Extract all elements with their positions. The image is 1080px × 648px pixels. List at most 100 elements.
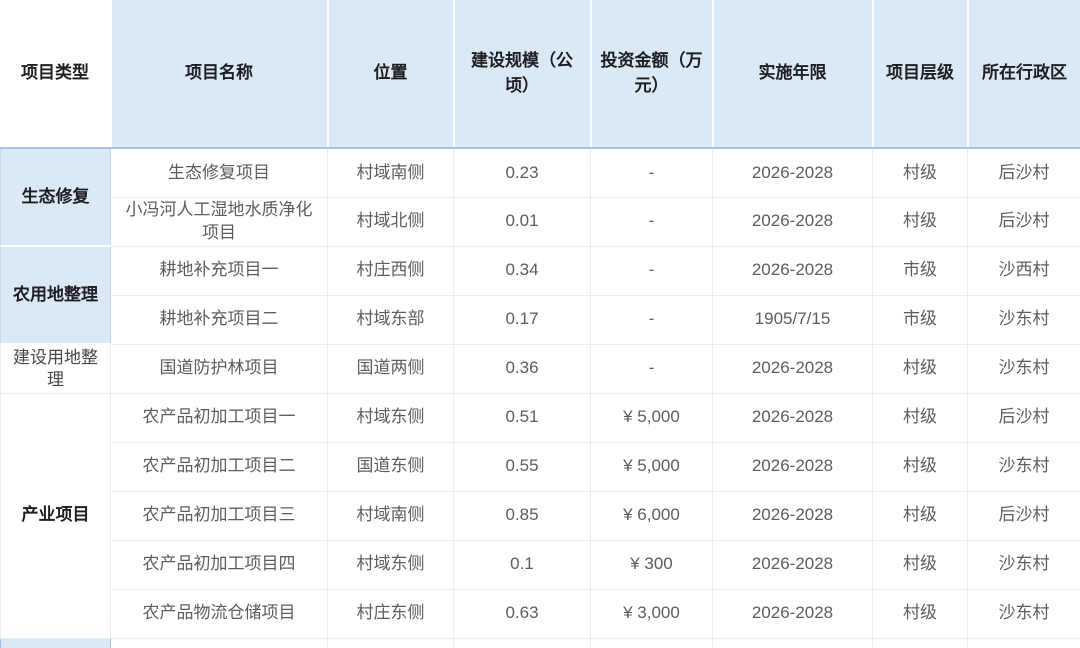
header-row: 项目类型 项目名称 位置 建设规模（公顷） 投资金额（万元） 实施年限 项目层级 所在行政区 (0, 0, 1080, 149)
cell-location: 国道东侧 (327, 441, 454, 492)
partial-cell (872, 637, 968, 648)
cell-scale: 0.51 (453, 392, 591, 443)
cell-level: 村级 (872, 539, 968, 590)
cell-district: 沙西村 (967, 245, 1080, 296)
partial-next-row (0, 637, 1080, 648)
cell-scale: 0.85 (453, 490, 591, 541)
cell-level: 市级 (872, 245, 968, 296)
cell-years: 1905/7/15 (712, 294, 873, 345)
cell-district: 沙东村 (967, 539, 1080, 590)
cell-investment: ¥ 3,000 (590, 588, 713, 639)
cell-name: 国道防护林项目 (110, 343, 328, 394)
cell-scale: 0.55 (453, 441, 591, 492)
cell-years: 2026-2028 (712, 588, 873, 639)
table-row: 耕地补充项目二 村域东部 0.17-1905/7/15 市级 沙东村 (1, 294, 1080, 345)
cell-investment: ¥ 5,000 (590, 392, 713, 443)
table-row: 农产品物流仓储项目 村庄东侧 0.63 ¥ 3,000 2026-2028 村级 沙东村 (1, 588, 1080, 639)
cell-investment: - (590, 147, 713, 198)
cell-name: 生态修复项目 (110, 147, 328, 198)
cell-investment: ¥ 5,000 (590, 441, 713, 492)
cell-years: 2026-2028 (712, 343, 873, 394)
cell-name: 耕地补充项目二 (110, 294, 328, 345)
cell-level: 市级 (872, 294, 968, 345)
cell-location: 村域南侧 (327, 490, 454, 541)
column-header-4: 投资金额（万元） (590, 0, 714, 149)
partial-cell (453, 637, 591, 648)
cell-investment: - (590, 294, 713, 345)
cell-district: 沙东村 (967, 588, 1080, 639)
cell-location: 国道两侧 (327, 343, 454, 394)
cell-scale: 0.34 (453, 245, 591, 296)
cell-scale: 0.23 (453, 147, 591, 198)
column-header-3: 建设规模（公顷） (453, 0, 592, 149)
cell-level: 村级 (872, 392, 968, 443)
cell-district: 后沙村 (967, 392, 1080, 443)
cell-years: 2026-2028 (712, 539, 873, 590)
cell-years: 2026-2028 (712, 245, 873, 296)
cell-level: 村级 (872, 490, 968, 541)
partial-type-cell (0, 637, 111, 648)
table-row: 农产品初加工项目二 国道东侧 0.55 ¥ 5,000 2026-2028 村级 沙东村 (1, 441, 1080, 492)
cell-investment: ¥ 6,000 (590, 490, 713, 541)
cell-investment: - (590, 245, 713, 296)
cell-location: 村域北侧 (327, 196, 454, 247)
project-type-cell: 生态修复 (0, 147, 111, 247)
partial-cell (712, 637, 873, 648)
cell-level: 村级 (872, 196, 968, 247)
cell-investment: - (590, 196, 713, 247)
cell-name: 小冯河人工湿地水质净化项目 (110, 196, 328, 247)
cell-location: 村庄西侧 (327, 245, 454, 296)
table-body: 生态修复 生态修复项目 村域南侧 0.23-2026-2028 村级 后沙村 小冯河人工湿地… (0, 147, 1080, 648)
column-header-1: 项目名称 (110, 0, 329, 149)
partial-cell (110, 637, 328, 648)
cell-scale: 0.1 (453, 539, 591, 590)
cell-investment: ¥ 300 (590, 539, 713, 590)
cell-location: 村域东部 (327, 294, 454, 345)
cell-level: 村级 (872, 343, 968, 394)
cell-name: 农产品初加工项目二 (110, 441, 328, 492)
table-row: 小冯河人工湿地水质净化项目 村域北侧 0.01-2026-2028 村级 后沙村 (1, 196, 1080, 247)
column-header-6: 项目层级 (872, 0, 969, 149)
cell-name: 农产品物流仓储项目 (110, 588, 328, 639)
cell-name: 农产品初加工项目三 (110, 490, 328, 541)
cell-scale: 0.01 (453, 196, 591, 247)
column-header-7: 所在行政区 (967, 0, 1080, 149)
cell-years: 2026-2028 (712, 441, 873, 492)
cell-scale: 0.36 (453, 343, 591, 394)
cell-level: 村级 (872, 147, 968, 198)
project-type-cell: 农用地整理 (0, 245, 111, 345)
cell-location: 村域南侧 (327, 147, 454, 198)
cell-scale: 0.63 (453, 588, 591, 639)
cell-level: 村级 (872, 441, 968, 492)
cell-district: 后沙村 (967, 196, 1080, 247)
partial-cell (590, 637, 713, 648)
table-row: 建设用地整理 国道防护林项目 国道两侧 0.36-2026-2028 村级 沙东村 (0, 343, 1080, 394)
cell-level: 村级 (872, 588, 968, 639)
table-row: 生态修复 生态修复项目 村域南侧 0.23-2026-2028 村级 后沙村 (0, 147, 1080, 247)
cell-name: 耕地补充项目一 (110, 245, 328, 296)
cell-years: 2026-2028 (712, 147, 873, 198)
cell-years: 2026-2028 (712, 490, 873, 541)
table-row: 产业项目 农产品初加工项目一 村域东侧 0.51 ¥ 5,000 2026-2028 村级后… (0, 392, 1080, 639)
table-row: 农用地整理 耕地补充项目一 村庄西侧 0.34-2026-2028 市级 沙西村 (0, 245, 1080, 345)
table-row: 农产品初加工项目三 村域南侧 0.85 ¥ 6,000 2026-2028 村级 后沙村 (1, 490, 1080, 541)
cell-scale: 0.17 (453, 294, 591, 345)
cell-location: 村域东侧 (327, 539, 454, 590)
cell-name: 农产品初加工项目四 (110, 539, 328, 590)
project-type-cell: 建设用地整理 (0, 343, 111, 394)
cell-district: 后沙村 (967, 490, 1080, 541)
cell-district: 沙东村 (967, 294, 1080, 345)
partial-cell (327, 637, 454, 648)
column-header-5: 实施年限 (712, 0, 874, 149)
cell-district: 后沙村 (967, 147, 1080, 198)
cell-years: 2026-2028 (712, 392, 873, 443)
cell-location: 村庄东侧 (327, 588, 454, 639)
cell-investment: - (590, 343, 713, 394)
cell-district: 沙东村 (967, 343, 1080, 394)
partial-cell (967, 637, 1080, 648)
cell-district: 沙东村 (967, 441, 1080, 492)
cell-location: 村域东侧 (327, 392, 454, 443)
project-type-cell: 产业项目 (0, 392, 111, 639)
